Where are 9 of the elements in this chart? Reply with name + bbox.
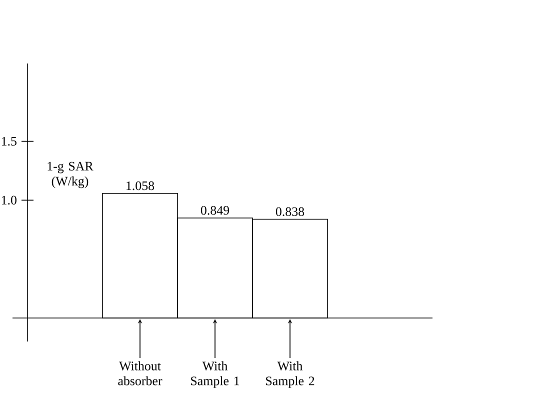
data-label: 1.058: [126, 181, 154, 190]
x-tick-label: With Sample 1: [191, 361, 240, 388]
x-tick-label: Without absorber: [118, 361, 162, 386]
y-axis-title: 1-g SAR (W/kg): [48, 162, 94, 188]
y-tick-label: 1.5: [2, 136, 16, 146]
data-label: 0.849: [200, 206, 230, 215]
x-tick-label: With Sample 2: [266, 361, 314, 388]
data-label: 0.838: [276, 207, 304, 216]
y-tick-label: 1.0: [2, 196, 16, 205]
